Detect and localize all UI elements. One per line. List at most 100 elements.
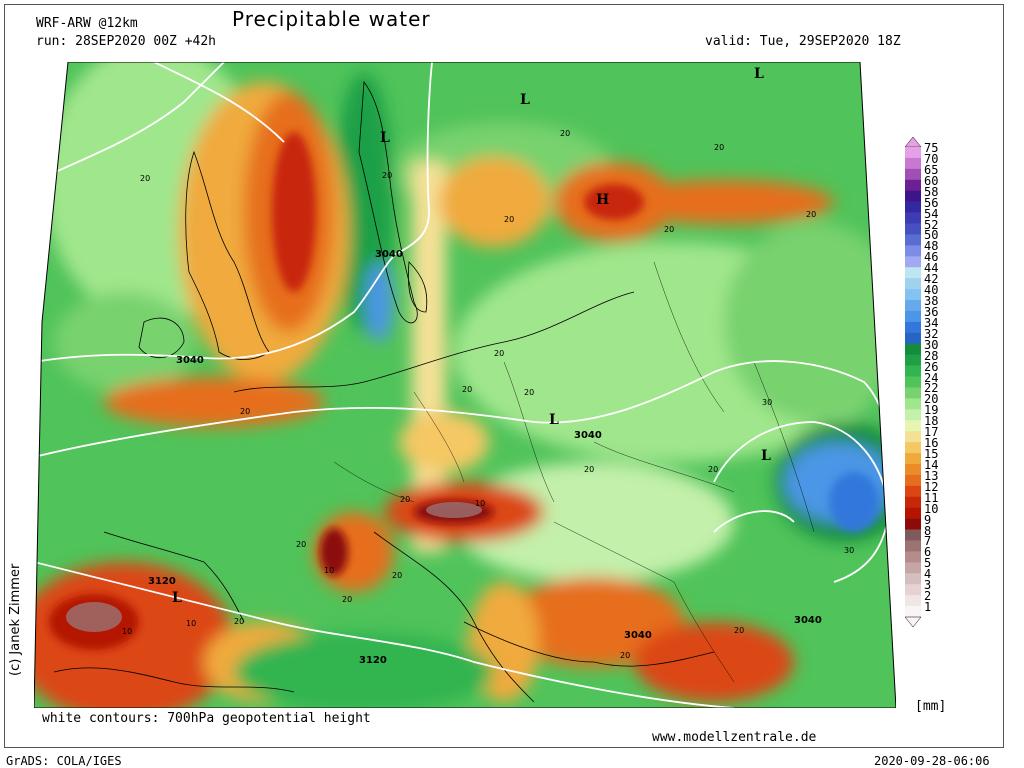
colorbar-swatch	[905, 365, 921, 377]
colorbar-swatch	[905, 212, 921, 224]
colorbar-swatch	[905, 310, 921, 323]
map-canvas: L L L H L L L 3040 3040 3040 3040 3040 3…	[34, 62, 896, 708]
colorbar-level-label: 24	[924, 370, 939, 385]
pressure-marker: H	[596, 192, 609, 208]
timestamp-label: 2020-09-28-06:06	[874, 754, 990, 768]
colorbar-level-label: 17	[924, 425, 939, 440]
colorbar-level-label: 70	[924, 151, 939, 166]
colorbar-level-label: 6	[924, 545, 932, 560]
value-label: 10	[324, 566, 334, 575]
colorbar-level-label: 36	[924, 304, 939, 319]
value-label: 20	[400, 495, 410, 504]
value-label: 20	[620, 651, 630, 660]
field-cores	[49, 132, 879, 650]
colorbar-swatch	[905, 453, 921, 465]
website-label: www.modellzentrale.de	[652, 730, 817, 745]
colorbar-level-label: 13	[924, 468, 939, 483]
colorbar-swatch	[905, 201, 921, 213]
colorbar-level-label: 54	[924, 206, 939, 221]
colorbar-swatch	[905, 354, 921, 366]
colorbar-swatches	[904, 136, 922, 628]
colorbar-swatch	[905, 562, 921, 574]
coastlines	[53, 80, 715, 703]
run-label: run: 28SEP2020 00Z +42h	[36, 34, 217, 49]
value-label: 20	[524, 388, 534, 397]
colorbar-level-label: 18	[924, 414, 939, 429]
colorbar-level-label: 2	[924, 589, 932, 604]
colorbar-level-label: 34	[924, 315, 939, 330]
value-label: 20	[734, 626, 744, 635]
colorbar-level-label: 28	[924, 348, 939, 363]
colorbar-level-label: 30	[924, 337, 939, 352]
value-label: 20	[504, 215, 514, 224]
country-borders	[333, 261, 815, 683]
colorbar-swatch	[905, 147, 921, 159]
colorbar-level-label: 20	[924, 392, 939, 407]
pressure-marker: L	[380, 130, 390, 146]
value-label: 20	[342, 595, 352, 604]
colorbar-swatch	[905, 529, 921, 541]
value-label: 30	[844, 546, 854, 555]
value-label: 20	[708, 465, 718, 474]
colorbar-swatch	[905, 256, 921, 268]
colorbar-swatch	[905, 420, 921, 432]
page-title: Precipitable water	[232, 7, 431, 31]
pressure-marker: L	[520, 92, 530, 108]
colorbar-swatch	[905, 431, 921, 443]
colorbar-level-label: 75	[924, 141, 939, 155]
colorbar-level-label: 58	[924, 184, 939, 199]
value-label: 20	[714, 143, 724, 152]
colorbar-swatch	[905, 300, 921, 312]
colorbar-swatch	[905, 190, 921, 202]
colorbar-level-label: 15	[924, 447, 939, 462]
colorbar-swatch	[905, 157, 921, 170]
value-label: 30	[762, 398, 772, 407]
colorbar-level-label: 26	[924, 359, 939, 374]
value-label: 10	[186, 619, 196, 628]
colorbar-level-label: 22	[924, 381, 939, 396]
model-label: WRF-ARW @12km	[36, 16, 138, 31]
contour-label: 3040	[794, 615, 822, 626]
contour-label: 3040	[574, 430, 602, 441]
contour-label: 3040	[375, 249, 403, 260]
colorbar-level-label: 14	[924, 457, 939, 472]
height-contours	[34, 62, 896, 708]
colorbar	[904, 136, 922, 628]
colorbar-bottom-arrow	[904, 616, 922, 628]
colorbar-swatch	[905, 496, 921, 508]
colorbar-level-label: 48	[924, 239, 939, 254]
colorbar-level-label: 10	[924, 501, 939, 516]
colorbar-swatch	[905, 278, 921, 290]
colorbar-level-label: 46	[924, 250, 939, 265]
colorbar-level-label: 50	[924, 228, 939, 243]
dry-core-alps	[426, 502, 482, 518]
colorbar-level-label: 32	[924, 326, 939, 341]
colorbar-level-label: 9	[924, 512, 932, 527]
colorbar-level-label: 12	[924, 479, 939, 494]
colorbar-swatch	[905, 267, 921, 279]
value-label: 10	[475, 499, 485, 508]
value-label: 20	[560, 129, 570, 138]
precipitable-water-field	[34, 62, 896, 708]
value-label: 20	[806, 210, 816, 219]
value-label: 20	[140, 174, 150, 183]
colorbar-swatch	[905, 463, 921, 476]
colorbar-level-label: 56	[924, 195, 939, 210]
contour-label: 3120	[148, 576, 176, 587]
colorbar-swatch	[905, 474, 921, 487]
map-border	[34, 62, 896, 708]
colorbar-level-label: 1	[924, 600, 932, 615]
colorbar-level-label: 42	[924, 272, 939, 287]
colorbar-level-label: 38	[924, 294, 939, 309]
colorbar-swatch	[905, 387, 921, 399]
contour-label: 3040	[176, 355, 204, 366]
pressure-marker: L	[761, 448, 771, 464]
colorbar-swatch	[905, 518, 921, 530]
author-credit: (c) Janek Zimmer	[8, 563, 23, 676]
colorbar-swatch	[905, 442, 921, 454]
colorbar-swatch	[905, 485, 921, 498]
value-label: 20	[382, 171, 392, 180]
colorbar-swatch	[905, 332, 921, 345]
value-label: 20	[462, 385, 472, 394]
colorbar-top-arrow	[904, 136, 922, 148]
